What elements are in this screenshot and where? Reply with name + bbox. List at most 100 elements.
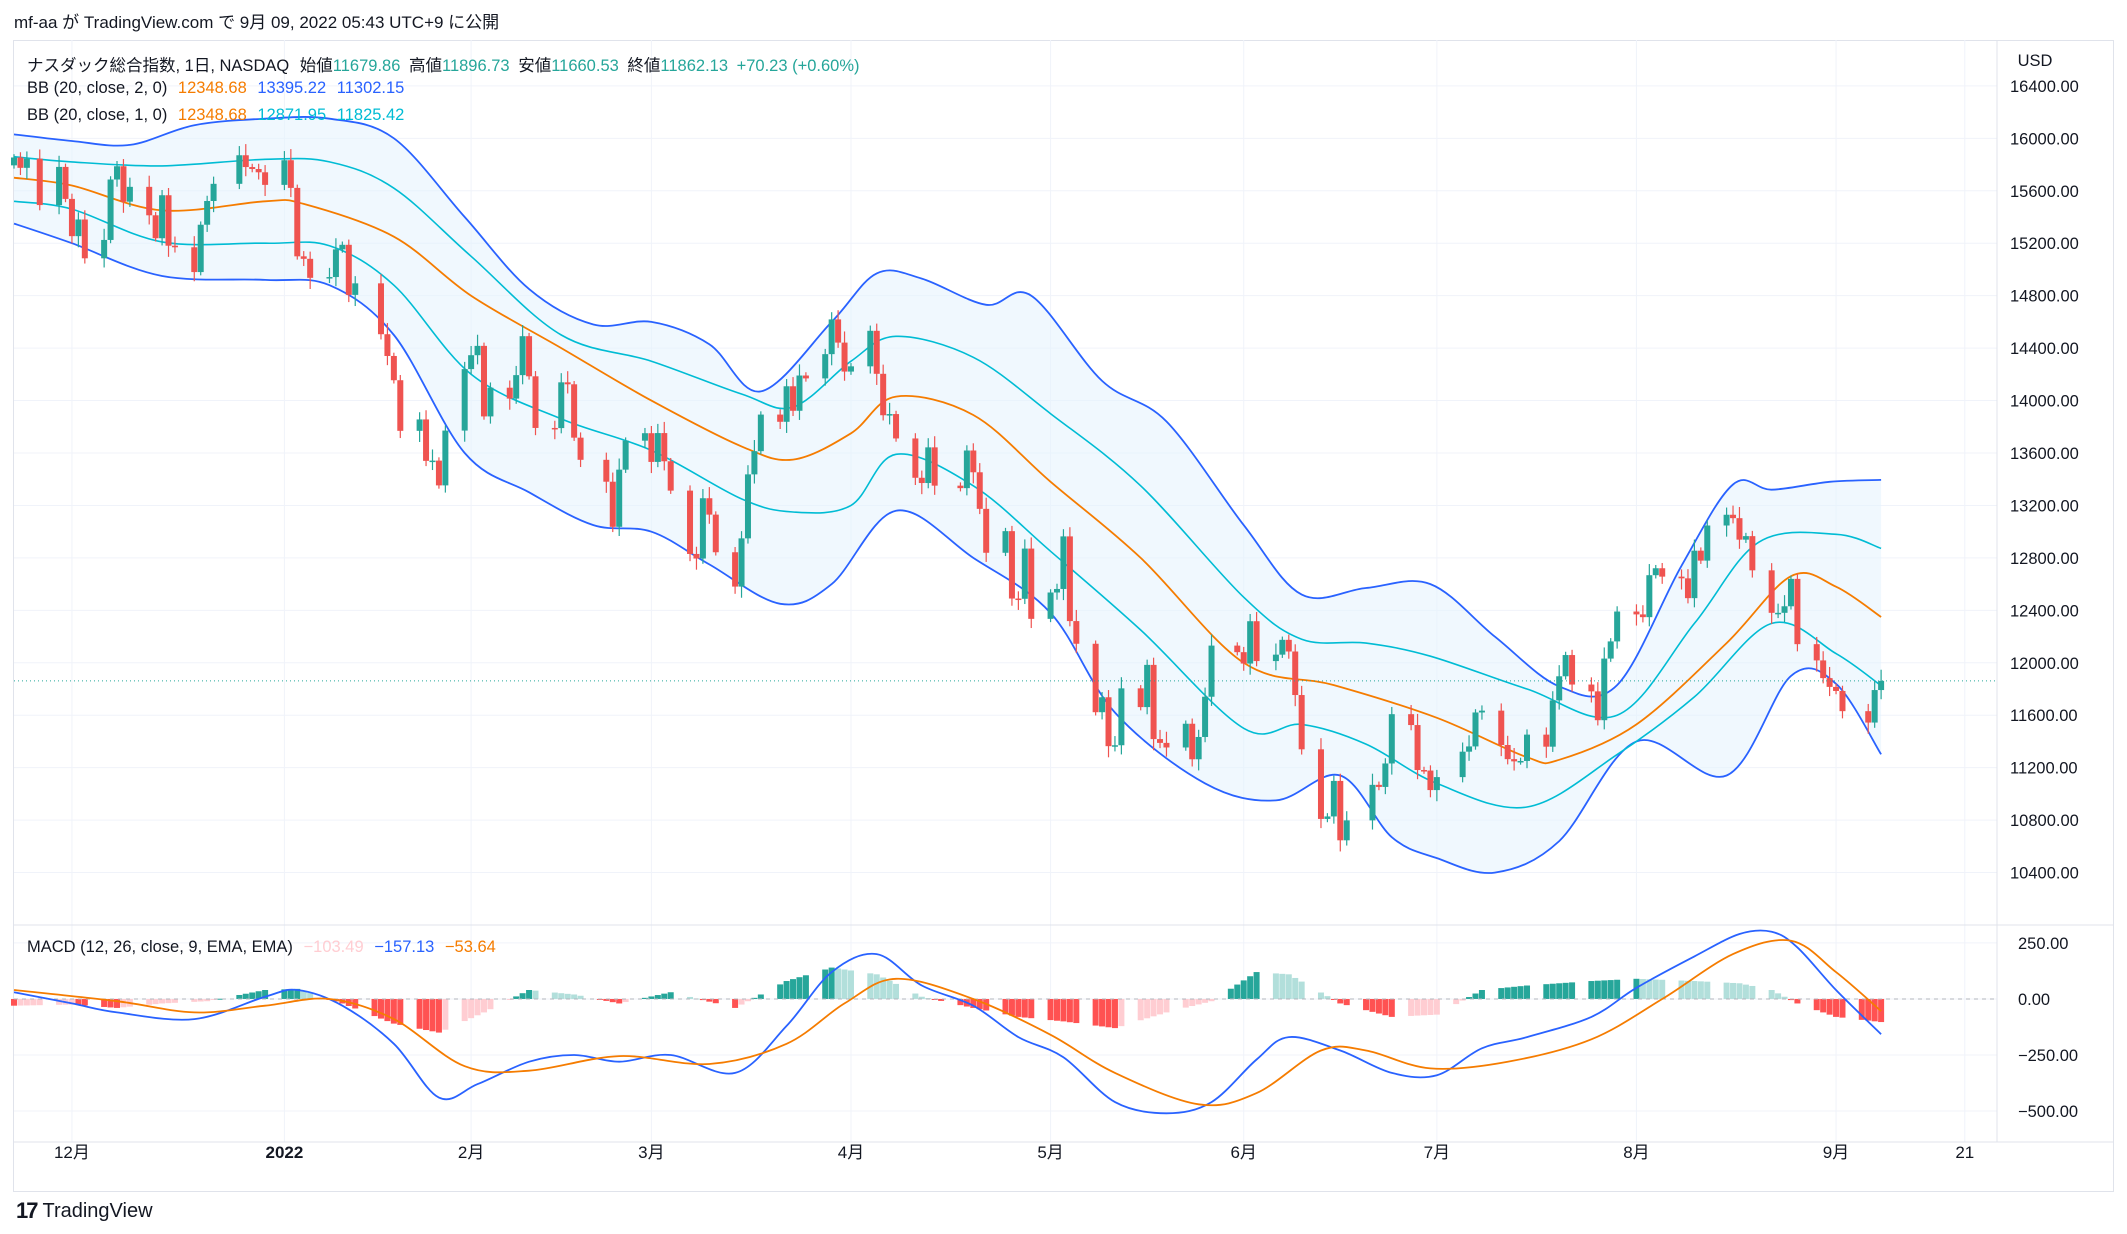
candle-body[interactable] [1195, 736, 1202, 760]
candle-body[interactable] [867, 330, 874, 367]
candle-body[interactable] [1324, 816, 1331, 819]
candle-body[interactable] [609, 481, 616, 527]
candle-body[interactable] [1511, 759, 1518, 762]
candle-body[interactable] [1182, 723, 1189, 748]
candle-body[interactable] [880, 373, 887, 416]
candle-body[interactable] [1382, 763, 1389, 787]
candle-body[interactable] [197, 224, 204, 273]
candle-body[interactable] [513, 375, 520, 399]
candle-body[interactable] [11, 157, 17, 166]
candle-body[interactable] [468, 355, 475, 370]
candle-body[interactable] [654, 433, 661, 462]
candle-body[interactable] [1002, 531, 1009, 553]
bb-basis-line[interactable] [13, 176, 1882, 765]
symbol-label[interactable]: ナスダック総合指数, 1日, NASDAQ [27, 57, 290, 75]
candle-body[interactable] [796, 375, 803, 411]
candle-body[interactable] [191, 247, 198, 273]
candle-body[interactable] [558, 382, 565, 429]
candle-body[interactable] [1820, 660, 1827, 679]
candle-body[interactable] [1343, 820, 1350, 841]
candle-body[interactable] [352, 283, 359, 295]
candle-body[interactable] [1865, 711, 1872, 723]
candle-body[interactable] [931, 447, 938, 486]
macd-legend[interactable]: MACD (12, 26, close, 9, EMA, EMA) −103.4… [27, 938, 502, 957]
candle-body[interactable] [1478, 710, 1485, 713]
macd-signal-line[interactable] [13, 939, 1882, 1107]
candle-body[interactable] [1517, 760, 1524, 763]
candle-body[interactable] [1189, 723, 1196, 760]
candle-body[interactable] [287, 160, 294, 188]
candle-body[interactable] [1556, 676, 1563, 701]
candle-body[interactable] [390, 355, 397, 381]
candle-body[interactable] [1369, 784, 1376, 821]
candle-body[interactable] [577, 437, 584, 460]
candle-body[interactable] [114, 166, 121, 180]
candle-body[interactable] [532, 376, 539, 428]
candle-body[interactable] [249, 167, 256, 170]
candle-body[interactable] [744, 474, 751, 539]
candle-body[interactable] [886, 414, 893, 416]
candle-body[interactable] [23, 158, 30, 168]
candle-body[interactable] [1292, 651, 1299, 696]
candle-body[interactable] [416, 419, 423, 431]
candle-body[interactable] [101, 239, 108, 259]
candle-body[interactable] [1375, 784, 1382, 787]
candle-body[interactable] [1775, 612, 1782, 615]
candle-body[interactable] [1498, 710, 1505, 745]
candle-body[interactable] [461, 369, 468, 431]
candle-body[interactable] [1472, 712, 1479, 747]
candle-body[interactable] [487, 387, 494, 417]
candle-body[interactable] [1871, 690, 1878, 723]
candle-body[interactable] [146, 186, 153, 216]
candle-body[interactable] [1697, 550, 1704, 561]
candle-body[interactable] [1414, 725, 1421, 771]
candle-body[interactable] [262, 172, 269, 185]
candle-body[interactable] [1813, 644, 1820, 661]
candle-body[interactable] [822, 354, 829, 379]
candle-body[interactable] [732, 552, 739, 587]
candle-body[interactable] [1607, 641, 1614, 659]
candle-body[interactable] [912, 438, 919, 478]
candle-body[interactable] [1794, 578, 1801, 645]
candle-body[interactable] [1028, 548, 1035, 619]
candle-body[interactable] [1008, 531, 1015, 599]
candle-body[interactable] [281, 160, 288, 185]
candle-body[interactable] [1588, 684, 1595, 692]
candle-body[interactable] [423, 419, 430, 461]
candle-body[interactable] [1787, 578, 1794, 607]
candle-body[interactable] [81, 219, 88, 259]
candle-body[interactable] [783, 386, 790, 422]
candle-body[interactable] [1633, 611, 1640, 615]
candle-body[interactable] [1639, 614, 1646, 618]
candle-body[interactable] [828, 319, 835, 355]
candle-body[interactable] [429, 460, 436, 463]
candle-body[interactable] [1253, 621, 1260, 662]
candle-body[interactable] [603, 459, 610, 482]
candle-body[interactable] [616, 469, 623, 527]
candle-body[interactable] [571, 384, 578, 438]
candle-body[interactable] [1330, 780, 1337, 817]
candle-body[interactable] [957, 485, 964, 489]
candle-body[interactable] [171, 245, 178, 248]
candle-body[interactable] [1157, 739, 1164, 743]
candle-body[interactable] [757, 414, 764, 452]
candle-body[interactable] [384, 334, 391, 356]
candle-body[interactable] [1594, 691, 1601, 721]
candle-body[interactable] [506, 387, 513, 399]
candle-body[interactable] [1298, 695, 1305, 750]
candle-body[interactable] [918, 477, 925, 484]
candle-body[interactable] [345, 244, 352, 295]
candle-body[interactable] [693, 553, 700, 559]
candle-body[interactable] [976, 472, 983, 509]
candle-body[interactable] [564, 382, 571, 385]
candle-body[interactable] [17, 157, 24, 168]
candle-body[interactable] [1092, 643, 1099, 713]
candle-body[interactable] [1652, 568, 1659, 576]
candle-body[interactable] [1202, 696, 1209, 737]
candle-body[interactable] [1150, 664, 1157, 740]
candle-body[interactable] [687, 490, 694, 554]
candle-body[interactable] [1768, 570, 1775, 613]
candle-body[interactable] [873, 330, 880, 374]
candle-body[interactable] [526, 336, 533, 377]
candle-body[interactable] [648, 433, 655, 462]
